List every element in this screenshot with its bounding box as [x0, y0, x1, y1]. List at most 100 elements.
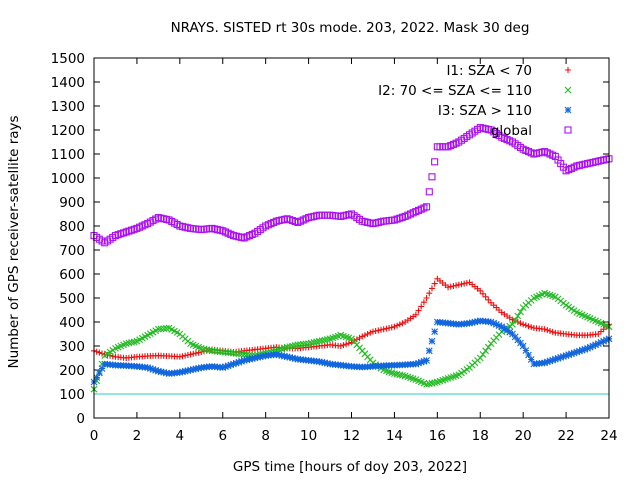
data-point: [182, 352, 189, 359]
y-tick-label: 900: [59, 195, 85, 211]
data-point: [450, 283, 457, 289]
data-point: [420, 357, 428, 365]
data-point: [383, 325, 390, 332]
data-point: [549, 356, 557, 364]
data-point: [476, 354, 484, 362]
data-point: [554, 354, 562, 362]
data-point: [375, 327, 382, 334]
data-point: [528, 324, 535, 331]
data-point: [181, 367, 189, 375]
data-point: [597, 339, 605, 346]
data-point: [275, 351, 283, 359]
data-point: [149, 366, 157, 373]
x-tick-label: 10: [300, 428, 317, 444]
data-point: [367, 329, 374, 336]
data-point: [544, 327, 551, 334]
data-point: [378, 326, 385, 333]
data-point: [506, 328, 514, 336]
data-point: [543, 358, 551, 366]
data-point: [479, 351, 487, 358]
data-point: [152, 366, 160, 374]
data-point: [551, 355, 559, 363]
legend-label: I2: 70 <= SZA <= 110: [378, 83, 532, 99]
data-point: [417, 358, 425, 366]
data-point: [453, 282, 460, 289]
y-tick-label: 300: [59, 339, 85, 355]
data-point: [321, 359, 329, 367]
x-axis-label: GPS time [hours of doy 203, 2022]: [233, 459, 467, 475]
data-point: [479, 290, 486, 297]
data-point: [315, 358, 323, 365]
data-point: [189, 366, 197, 373]
legend-marker: [565, 67, 571, 73]
data-point: [514, 312, 522, 320]
legend-label: I1: SZA < 70: [446, 63, 532, 79]
data-point: [474, 318, 481, 325]
legend: I1: SZA < 70 I2: 70 <= SZA <= 110 I3: SZA …: [378, 63, 572, 139]
y-tick-label: 1100: [51, 147, 85, 163]
data-point: [468, 319, 476, 326]
data-point: [388, 324, 395, 331]
data-point: [184, 367, 192, 374]
data-point: [578, 346, 586, 354]
data-point: [463, 280, 470, 286]
data-point: [525, 323, 532, 330]
axis-ticks: 0100200300400500600700800900100011001200…: [51, 51, 618, 444]
data-point: [343, 341, 350, 348]
data-point: [549, 328, 556, 335]
data-point: [562, 352, 570, 359]
data-point: [95, 369, 103, 377]
data-point: [107, 352, 114, 359]
data-point: [146, 365, 154, 372]
data-point: [337, 343, 344, 349]
data-point: [431, 280, 438, 287]
data-point: [490, 319, 498, 327]
y-tick-label: 0: [76, 411, 85, 427]
y-tick-label: 1200: [51, 123, 85, 139]
data-point: [584, 345, 591, 352]
y-tick-label: 1400: [51, 75, 85, 91]
legend-marker: [564, 126, 572, 134]
data-point: [286, 354, 294, 361]
data-point: [458, 281, 465, 288]
data-point: [445, 284, 452, 291]
data-point: [380, 326, 387, 333]
x-tick-label: 12: [343, 428, 360, 444]
data-point: [361, 332, 368, 339]
y-tick-label: 700: [59, 243, 85, 259]
data-point: [184, 352, 191, 358]
x-tick-label: 0: [90, 428, 99, 444]
y-tick-label: 1000: [51, 171, 85, 187]
data-point: [190, 350, 197, 357]
plot-frame: [93, 57, 610, 419]
data-point: [514, 319, 521, 325]
data-point: [482, 347, 490, 355]
data-point: [176, 369, 184, 376]
data-point: [273, 351, 280, 358]
data-point: [495, 322, 503, 329]
data-point: [581, 345, 589, 353]
data-point: [573, 348, 581, 356]
data-point: [192, 365, 200, 373]
data-point: [238, 357, 245, 365]
data-point: [511, 316, 519, 324]
data-point: [93, 374, 101, 381]
data-point: [557, 354, 565, 361]
data-point: [425, 347, 433, 355]
data-point: [230, 360, 237, 368]
data-point: [251, 354, 259, 362]
data-point: [487, 318, 495, 326]
data-point: [546, 357, 554, 365]
data-point: [594, 340, 602, 347]
data-point: [455, 281, 462, 288]
chart-title: NRAYS. SISTED rt 30s mode. 203, 2022. Ma…: [171, 20, 530, 36]
data-point: [484, 343, 492, 351]
data-point: [323, 360, 331, 367]
data-point: [163, 369, 170, 377]
data-point: [503, 327, 511, 334]
data-point: [281, 352, 288, 360]
data-point: [415, 359, 422, 367]
data-point: [391, 323, 398, 330]
data-point: [302, 340, 310, 348]
